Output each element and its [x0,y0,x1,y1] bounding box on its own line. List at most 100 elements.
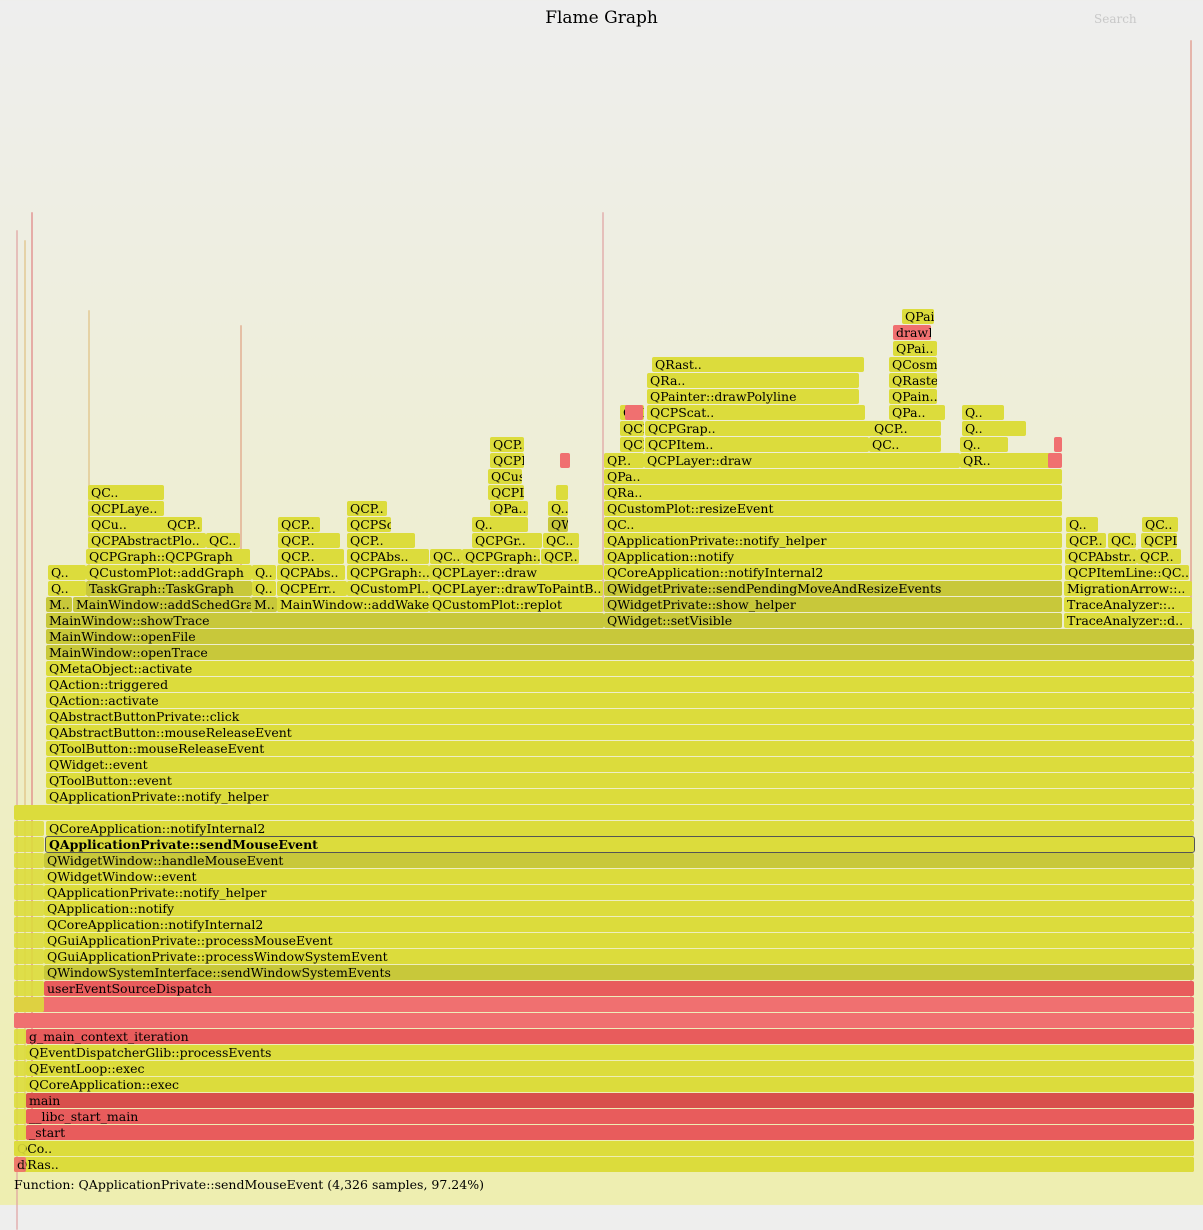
frame[interactable]: QCPGraph:.. [347,565,429,580]
frame[interactable]: QC.. [1142,517,1178,532]
frame[interactable]: MigrationArrow::.. [1064,581,1192,596]
frame[interactable]: QWidget::event [46,757,1194,772]
frame[interactable]: QCustomPlot::addGraph [86,565,252,580]
frame[interactable]: QGuiApplicationPrivate::processMouseEven… [44,933,1194,948]
frame[interactable]: QC.. [1108,533,1136,548]
frame-stub[interactable] [1054,437,1062,452]
frame[interactable]: QMetaObject::activate [46,661,1194,676]
frame[interactable]: QCoreApplication::notifyInternal2 [46,821,1194,836]
frame[interactable]: QCustomPlot::resizeEvent [604,501,1062,516]
frame[interactable]: QCPLayer::drawToPaintB.. [429,581,603,596]
frame[interactable]: QPain.. [889,389,937,404]
frame-stub[interactable] [14,1109,26,1124]
frame-stub[interactable] [14,805,1194,820]
frame[interactable]: QCP.. [347,501,387,516]
frame[interactable]: QCPLayer::drawToPaintBuffer [490,453,524,468]
frame[interactable]: QCPItem.. [645,437,869,452]
frame[interactable]: QPa.. [490,501,528,516]
frame[interactable]: QApplicationPrivate::sendMouseEvent [45,836,1195,853]
frame-stub[interactable] [14,853,44,868]
frame[interactable]: TraceAnalyzer::.. [1064,597,1192,612]
frame[interactable]: QCoreApplication::exec [26,1077,1194,1092]
frame-stub[interactable] [556,485,568,500]
frame[interactable]: QCoreApplication::notifyInternal2 [604,565,1062,580]
frame[interactable]: QEventLoop::exec [26,1061,1194,1076]
frame[interactable]: QCPLayer::draw [429,565,603,580]
frame-stub[interactable] [14,1013,44,1028]
frame[interactable]: QCPAbs.. [277,565,345,580]
frame[interactable]: QCP.. [347,533,415,548]
frame[interactable]: QRa.. [604,485,1062,500]
frame[interactable]: QC.. [430,549,462,564]
frame-tick[interactable] [240,325,242,575]
frame[interactable]: Q.. [252,581,276,596]
frame[interactable]: QCP.. [278,549,344,564]
frame-stub[interactable] [14,1061,26,1076]
frame-stub[interactable] [14,869,44,884]
frame[interactable]: QAction::activate [46,693,1194,708]
frame[interactable]: MainWindow::openFile [46,629,1194,644]
frame-stub[interactable] [14,1029,26,1044]
frame-stub[interactable] [14,821,44,836]
frame[interactable]: QAbstractButton::mouseReleaseEvent [46,725,1194,740]
frame[interactable]: QApplicationPrivate::notify_helper [604,533,1062,548]
frame[interactable]: MainWindow::showTrace [46,613,604,628]
frame[interactable]: __libc_start_main [26,1109,1194,1124]
frame[interactable]: QC.. [543,533,579,548]
frame-stub[interactable] [14,1013,1194,1028]
frame[interactable]: MainWindow::addSchedGraph [73,597,251,612]
frame[interactable]: QCPGraph::QCPGraph [86,549,250,564]
frame[interactable]: QPa.. [604,469,1062,484]
frame[interactable]: QCP.. [1137,549,1181,564]
frame[interactable]: QWidget::event [548,517,568,532]
frame[interactable]: QCPGraph::draw [620,437,644,452]
frame[interactable]: Q.. [548,501,568,516]
frame[interactable]: QPai.. [893,341,937,356]
frame[interactable]: QCP.. [1066,533,1106,548]
frame-stub[interactable] [14,901,44,916]
frame[interactable]: _start [26,1125,1194,1140]
frame[interactable]: QRasterPaintEngine::drawPoly.. [889,373,937,388]
frame[interactable]: QEventDispatcherGlib::processEvents [26,1045,1194,1060]
frame[interactable]: QC.. [869,437,941,452]
frame[interactable]: Q.. [472,517,528,532]
frame-stub[interactable] [14,949,44,964]
frame[interactable]: QCPLayer::draw [644,453,960,468]
frame[interactable]: QWidgetPrivate::sendPendingMoveAndResize… [604,581,1062,596]
frame[interactable]: QR.. [960,453,1054,468]
search-button[interactable]: Search [1094,12,1137,26]
frame[interactable]: QAbstractButtonPrivate::click [46,709,1194,724]
frame[interactable]: QCustomPlot::replot [429,597,603,612]
frame[interactable]: MainWindow::addWake.. [277,597,429,612]
frame[interactable]: QCP.. [541,549,579,564]
frame[interactable]: QApplication::notify [44,901,1194,916]
frame[interactable]: QRast.. [652,357,864,372]
frame-stub[interactable] [14,933,44,948]
frame[interactable]: QCP.. [278,517,320,532]
frame[interactable]: QRa.. [647,373,859,388]
frame[interactable]: QRas.. [14,1157,1194,1172]
frame[interactable]: QC.. [88,485,164,500]
frame-stub[interactable] [14,1045,26,1060]
frame[interactable]: QWidget::setVisible [604,613,1062,628]
frame[interactable]: QCustomPlot::replot [488,469,522,484]
frame-stub[interactable] [14,917,44,932]
frame[interactable]: MainWindow::openTrace [46,645,1194,660]
frame[interactable]: QApplicationPrivate::notify_helper [44,885,1194,900]
frame[interactable]: QApplicationPrivate::notify_helper [46,789,1194,804]
frame[interactable]: TraceAnalyzer::d.. [1064,613,1192,628]
frame[interactable]: QCPGrap.. [645,421,873,436]
frame[interactable]: QToolButton::event [46,773,1194,788]
frame[interactable]: QCPLaye.. [88,501,164,516]
frame[interactable]: Q.. [960,437,1008,452]
frame[interactable]: main [26,1093,1194,1108]
frame[interactable]: drawLineAA<& [893,325,931,340]
frame[interactable]: TaskGraph::TaskGraph [86,581,252,596]
frame[interactable]: g_main_context_iteration [26,1029,1194,1044]
frame[interactable]: QCPSc.. [347,517,391,532]
frame[interactable]: QCustomPl.. [347,581,429,596]
frame[interactable]: QToolButton::mouseReleaseEvent [46,741,1194,756]
frame[interactable]: QWindowSystemInterface::sendWindowSystem… [44,965,1194,980]
frame[interactable]: QCPLayer.. [1141,533,1177,548]
frame[interactable]: QCPGraph:.. [462,549,540,564]
